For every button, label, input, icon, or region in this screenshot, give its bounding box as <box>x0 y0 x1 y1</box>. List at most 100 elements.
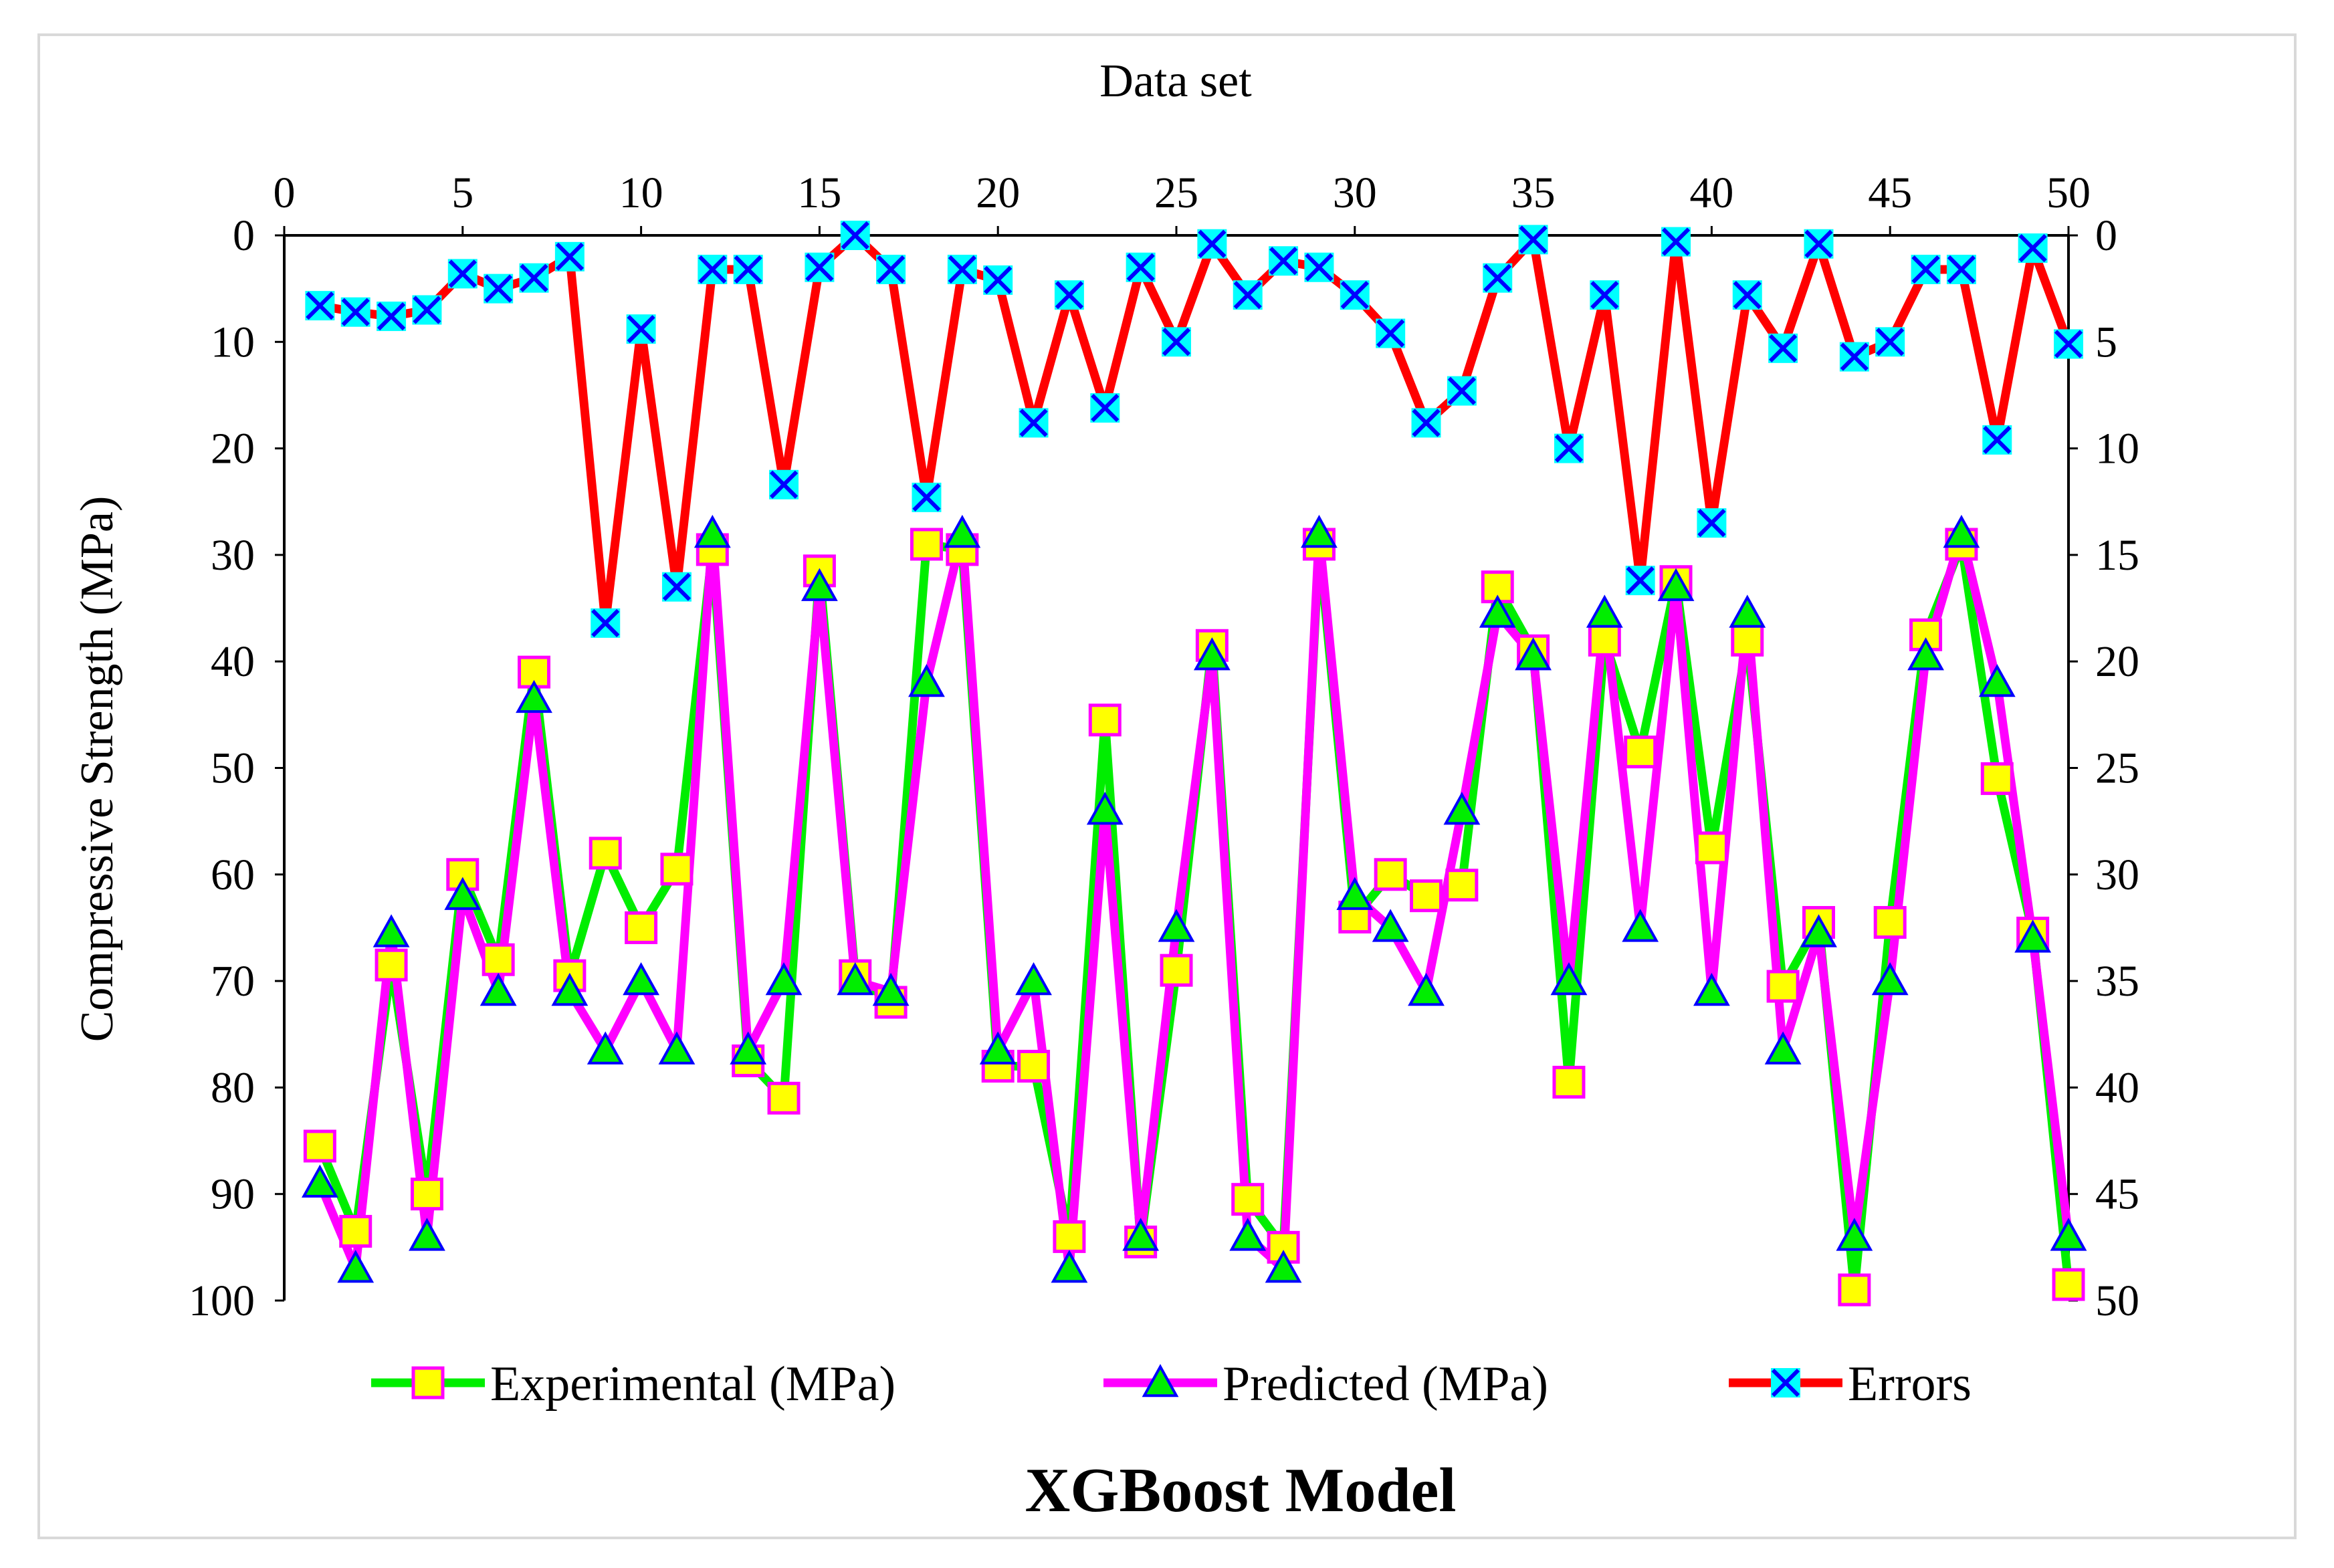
data-point-x <box>519 263 549 293</box>
x-tick-label: 20 <box>976 169 1020 217</box>
error-marker-x <box>1983 425 2012 454</box>
error-marker-x <box>1162 328 1191 356</box>
data-point-x <box>876 254 906 284</box>
y-left-tick-label: 10 <box>211 318 255 366</box>
data-point-x <box>2018 233 2048 263</box>
error-marker-x <box>1661 227 1691 256</box>
data-point-square <box>1374 858 1407 891</box>
data-point-square <box>1980 762 2014 795</box>
error-marker-x <box>1305 253 1334 282</box>
data-point-x <box>2054 329 2083 359</box>
data-point-square <box>589 836 622 870</box>
data-point-x <box>661 572 692 602</box>
error-marker-x <box>984 265 1013 295</box>
data-point-triangle <box>765 962 803 996</box>
data-point-square <box>482 943 515 976</box>
data-point-triangle <box>1086 792 1124 825</box>
error-marker-x <box>1269 247 1298 275</box>
data-point-square <box>1017 1050 1051 1083</box>
data-point-x <box>1233 280 1263 310</box>
data-point-triangle <box>1693 972 1730 1006</box>
error-marker-x <box>484 274 513 303</box>
data-point-triangle <box>1622 909 1659 942</box>
error-marker-x <box>1697 508 1726 538</box>
error-marker-x <box>769 470 799 499</box>
data-point-triangle <box>2014 919 2052 953</box>
data-point-x <box>412 295 442 325</box>
y-left-tick-label: 80 <box>211 1063 255 1112</box>
data-point-x <box>447 259 478 289</box>
data-point-triangle <box>979 1031 1017 1065</box>
data-point-triangle <box>1015 962 1052 996</box>
data-point-x <box>1768 333 1798 363</box>
error-marker-x <box>841 221 869 250</box>
data-point-x <box>1911 254 1941 284</box>
data-point-triangle <box>373 914 410 947</box>
data-point-triangle <box>1265 1250 1302 1283</box>
y-axis-title: Compressive Strength (MPa) <box>72 496 123 1042</box>
data-point-triangle <box>587 1031 624 1065</box>
data-point-triangle <box>1836 1218 1873 1251</box>
data-point-triangle <box>480 972 517 1006</box>
data-point-square <box>1695 831 1728 865</box>
data-point-x <box>1875 327 1905 357</box>
legend: Experimental (MPa) Predicted (MPa) Errors <box>371 1357 1972 1412</box>
data-point-x <box>1090 393 1120 423</box>
data-point-triangle <box>301 1164 338 1198</box>
error-marker-x <box>912 483 941 512</box>
error-marker-x <box>2054 330 2083 358</box>
data-point-triangle <box>1122 1218 1160 1251</box>
data-point-square <box>1160 954 1193 987</box>
y-left-tick-label: 30 <box>211 531 255 580</box>
data-point-triangle <box>801 568 838 601</box>
data-point-x <box>840 221 870 250</box>
data-point-x <box>1054 280 1084 310</box>
axes-frame <box>275 226 2078 1302</box>
data-point-square <box>625 911 658 944</box>
data-point-triangle <box>1336 877 1374 910</box>
error-marker-x <box>555 242 585 271</box>
error-marker-x <box>1626 566 1655 595</box>
data-point-square <box>660 853 694 886</box>
data-point-x <box>1197 229 1227 259</box>
data-point-triangle <box>1051 1250 1088 1283</box>
data-point-triangle <box>694 514 731 548</box>
data-point-square <box>1624 736 1657 769</box>
error-marker-x <box>1911 255 1940 284</box>
data-point-x <box>1554 433 1584 463</box>
data-point-triangle <box>2050 1218 2087 1251</box>
data-point-triangle <box>1978 663 2016 697</box>
x-tick-label: 30 <box>1333 169 1377 217</box>
error-marker-x <box>1590 281 1619 310</box>
y-right-tick-label: 5 <box>2095 318 2117 366</box>
data-point-x <box>1019 408 1049 438</box>
error-marker-x <box>520 263 548 292</box>
error-marker-x <box>1376 319 1405 348</box>
y-left-tick-label: 70 <box>211 957 255 1006</box>
x-tick-label: 15 <box>797 169 841 217</box>
data-point-square <box>1731 623 1764 657</box>
data-point-triangle <box>1871 962 1909 996</box>
legend-label: Experimental (MPa) <box>490 1357 895 1412</box>
error-marker-x <box>377 302 406 331</box>
data-point-triangle <box>1800 914 1837 947</box>
error-marker-x <box>1804 229 1833 258</box>
error-marker-x <box>1519 225 1548 254</box>
error-marker-x <box>413 296 441 324</box>
error-marker-x <box>1771 1368 1800 1397</box>
data-point-x <box>733 254 763 284</box>
data-point-triangle <box>1479 594 1516 628</box>
data-point-square <box>1088 703 1122 737</box>
data-point-x <box>947 254 977 284</box>
error-marker-x <box>1019 409 1048 437</box>
error-marker-x <box>627 315 655 344</box>
y-right-tick-label: 45 <box>2095 1170 2139 1219</box>
error-marker-x <box>1198 229 1227 258</box>
data-point-x <box>626 314 656 344</box>
data-point-x <box>1483 263 1513 293</box>
data-point-x <box>769 469 799 499</box>
error-marker-x <box>2018 233 2047 263</box>
data-point-x <box>1732 280 1762 310</box>
x-axis-title: Data set <box>1099 55 1252 107</box>
y-left-tick-label: 50 <box>211 744 255 793</box>
